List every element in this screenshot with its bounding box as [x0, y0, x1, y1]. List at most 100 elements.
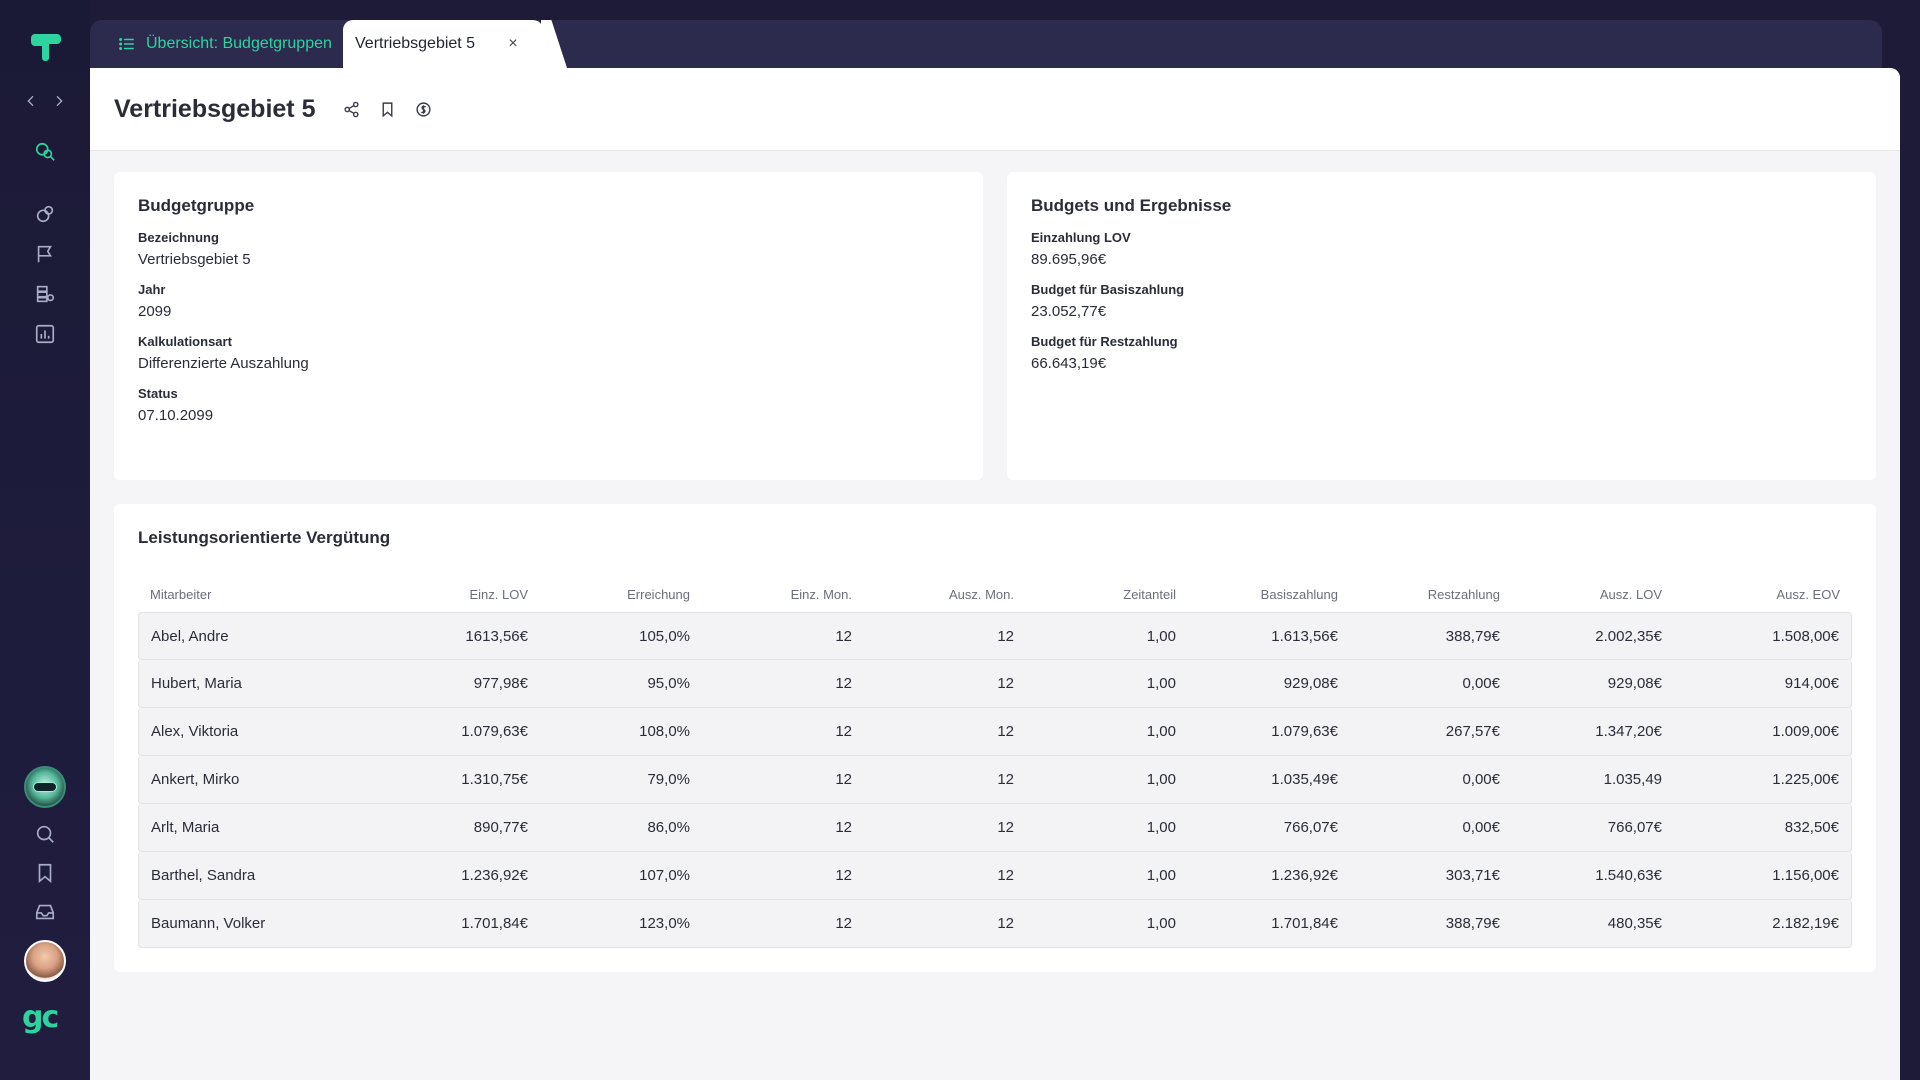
- forward-arrow-icon[interactable]: [48, 88, 70, 114]
- close-icon[interactable]: ×: [508, 35, 518, 52]
- table-cell: 86,0%: [540, 804, 702, 852]
- table-row[interactable]: Hubert, Maria 977,98€ 95,0% 12 12 1,00 929,08€…: [138, 660, 1852, 708]
- table-cell: 12: [702, 756, 864, 804]
- table-cell: 1,00: [1026, 708, 1188, 756]
- tab-overview-budgetgroups[interactable]: Übersicht: Budgetgruppen: [90, 20, 343, 68]
- field-value-budget-basiszahlung: 23.052,77€: [1031, 303, 1107, 320]
- table-cell: 12: [864, 852, 1026, 900]
- chart-icon[interactable]: [25, 314, 65, 354]
- table-cell: 1.236,92€: [378, 852, 540, 900]
- table-cell: 12: [864, 612, 1026, 660]
- table-cell: 2.182,19€: [1674, 900, 1852, 948]
- table-cell: 1.156,00€: [1674, 852, 1852, 900]
- table-cell: 766,07€: [1188, 804, 1350, 852]
- table-cell: 1.079,63€: [378, 708, 540, 756]
- column-header[interactable]: Restzahlung: [1427, 586, 1500, 602]
- lov-table-body: Abel, Andre 1613,56€ 105,0% 12 12 1,00 1.613,5…: [138, 612, 1852, 948]
- table-cell: 1.701,84€: [378, 900, 540, 948]
- table-cell: 480,35€: [1512, 900, 1674, 948]
- table-cell: 1.225,00€: [1674, 756, 1852, 804]
- tab-active-label: Vertriebsgebiet 5: [355, 35, 476, 52]
- link-icon[interactable]: [25, 194, 65, 234]
- column-header[interactable]: Zeitanteil: [1123, 586, 1176, 602]
- table-cell: 12: [702, 708, 864, 756]
- budget-icon[interactable]: [405, 91, 441, 127]
- table-cell: 1,00: [1026, 612, 1188, 660]
- table-cell: 1.540,63€: [1512, 852, 1674, 900]
- page-header: Vertriebsgebiet 5: [90, 68, 1900, 150]
- table-row[interactable]: Alex, Viktoria 1.079,63€ 108,0% 12 12 1,00 1.0…: [138, 708, 1852, 756]
- table-cell: 12: [864, 756, 1026, 804]
- budgetgroup-card: Budgetgruppe Bezeichnung Vertriebsgebiet…: [114, 172, 983, 480]
- table-cell: 1.009,00€: [1674, 708, 1852, 756]
- table-cell: 977,98€: [378, 660, 540, 708]
- history-navigation: [20, 86, 70, 116]
- table-cell: 929,08€: [1512, 660, 1674, 708]
- column-header[interactable]: Ausz. LOV: [1599, 586, 1662, 602]
- table-cell: 1.236,92€: [1188, 852, 1350, 900]
- table-cell: 12: [864, 900, 1026, 948]
- field-label-bezeichnung: Bezeichnung: [138, 230, 219, 245]
- app-logo-icon[interactable]: [25, 26, 65, 66]
- field-value-status: 07.10.2099: [138, 407, 214, 424]
- field-value-kalkulationsart: Differenzierte Auszahlung: [138, 355, 309, 372]
- employee-name-cell: Hubert, Maria: [138, 660, 378, 708]
- budgets-results-card: Budgets und Ergebnisse Einzahlung LOV 89…: [1007, 172, 1876, 480]
- table-row[interactable]: Baumann, Volker 1.701,84€ 123,0% 12 12 1,00 1.…: [138, 900, 1852, 948]
- field-label-status: Status: [138, 386, 178, 401]
- table-cell: 12: [702, 804, 864, 852]
- bookmark-icon[interactable]: [25, 853, 65, 893]
- employee-name-cell: Alex, Viktoria: [138, 708, 378, 756]
- table-row[interactable]: Ankert, Mirko 1.310,75€ 79,0% 12 12 1,00 1.035…: [138, 756, 1852, 804]
- sidebar: gc: [0, 0, 90, 1080]
- table-cell: 388,79€: [1350, 612, 1512, 660]
- table-row[interactable]: Abel, Andre 1613,56€ 105,0% 12 12 1,00 1.613,5…: [138, 612, 1852, 660]
- bookmark-icon[interactable]: [369, 91, 405, 127]
- table-cell: 914,00€: [1674, 660, 1852, 708]
- employee-name-cell: Abel, Andre: [138, 612, 378, 660]
- field-label-budget-basiszahlung: Budget für Basiszahlung: [1031, 282, 1185, 297]
- table-cell: 1.035,49: [1512, 756, 1674, 804]
- table-cell: 12: [702, 612, 864, 660]
- table-cell: 1,00: [1026, 756, 1188, 804]
- inbox-icon[interactable]: [25, 892, 65, 932]
- table-cell: 1.347,20€: [1512, 708, 1674, 756]
- table-cell: 303,71€: [1350, 852, 1512, 900]
- share-icon[interactable]: [333, 91, 369, 127]
- table-row[interactable]: Barthel, Sandra 1.236,92€ 107,0% 12 12 1,00 1.…: [138, 852, 1852, 900]
- column-header[interactable]: Ausz. EOV: [1776, 586, 1840, 602]
- flag-icon[interactable]: [25, 234, 65, 274]
- assistant-avatar[interactable]: [24, 766, 66, 808]
- tab-vertriebsgebiet-5[interactable]: Vertriebsgebiet 5 ×: [343, 20, 543, 68]
- table-cell: 2.002,35€: [1512, 612, 1674, 660]
- employee-name-cell: Barthel, Sandra: [138, 852, 378, 900]
- table-cell: 108,0%: [540, 708, 702, 756]
- field-value-budget-restzahlung: 66.643,19€: [1031, 355, 1107, 372]
- column-header[interactable]: Ausz. Mon.: [948, 586, 1014, 602]
- page-title: Vertriebsgebiet 5: [114, 94, 316, 123]
- table-cell: 1,00: [1026, 660, 1188, 708]
- column-header[interactable]: Mitarbeiter: [150, 586, 212, 602]
- field-label-budget-restzahlung: Budget für Restzahlung: [1031, 334, 1178, 349]
- table-row[interactable]: Arlt, Maria 890,77€ 86,0% 12 12 1,00 766,07€ 0,…: [138, 804, 1852, 852]
- field-label-jahr: Jahr: [138, 282, 166, 297]
- table-cell: 12: [702, 660, 864, 708]
- assistant-visor: [33, 782, 57, 792]
- documents-icon[interactable]: [25, 274, 65, 314]
- search-icon[interactable]: [25, 814, 65, 854]
- column-header[interactable]: Einz. Mon.: [790, 586, 852, 602]
- list-icon: [119, 38, 134, 50]
- contacts-search-icon[interactable]: [25, 132, 65, 172]
- table-cell: 12: [864, 708, 1026, 756]
- back-arrow-icon[interactable]: [20, 88, 42, 114]
- table-cell: 0,00€: [1350, 660, 1512, 708]
- table-cell: 388,79€: [1350, 900, 1512, 948]
- table-cell: 890,77€: [378, 804, 540, 852]
- user-avatar[interactable]: [24, 940, 66, 982]
- column-header[interactable]: Erreichung: [627, 586, 690, 602]
- field-label-kalkulationsart: Kalkulationsart: [138, 334, 232, 349]
- table-cell: 1,00: [1026, 804, 1188, 852]
- table-cell: 1,00: [1026, 900, 1188, 948]
- column-header[interactable]: Einz. LOV: [469, 586, 528, 602]
- column-header[interactable]: Basiszahlung: [1260, 586, 1338, 602]
